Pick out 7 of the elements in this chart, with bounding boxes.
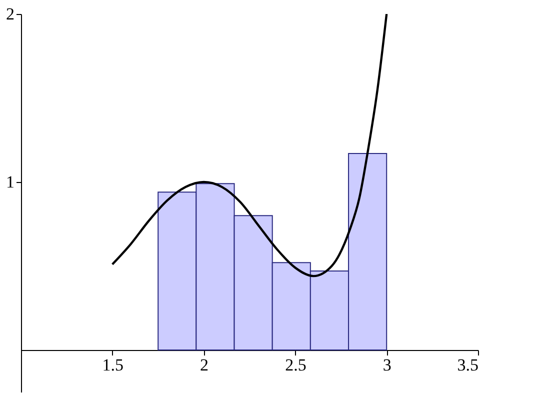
y-tick-label: 1: [6, 172, 14, 192]
x-tick-label: 2: [200, 356, 209, 374]
x-tick-label: 1.5: [102, 356, 124, 374]
line-series: [111, 14, 388, 278]
x-tick-label: 2.5: [285, 356, 306, 374]
x-tick-label: 3.5: [457, 356, 478, 374]
x-tick-label: 3: [382, 356, 392, 374]
